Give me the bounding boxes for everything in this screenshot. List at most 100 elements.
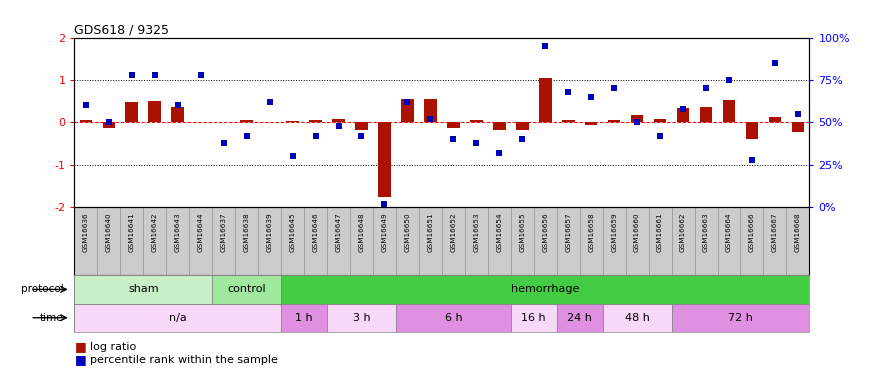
Text: 72 h: 72 h [728,313,752,323]
Bar [149,101,161,122]
Text: hemorrhage: hemorrhage [511,284,579,294]
Text: GSM16650: GSM16650 [404,213,410,252]
Bar [396,304,511,332]
Text: 48 h: 48 h [625,313,649,323]
Point [745,157,759,163]
Text: GSM16662: GSM16662 [680,213,686,252]
Text: GSM16652: GSM16652 [451,213,457,252]
Bar [424,99,437,122]
Text: GSM16646: GSM16646 [312,213,318,252]
Text: GSM16660: GSM16660 [634,213,640,252]
Text: ■: ■ [74,340,86,353]
Point [354,133,368,139]
Point [791,111,805,117]
Text: n/a: n/a [169,313,186,323]
Bar [172,107,184,122]
Text: GDS618 / 9325: GDS618 / 9325 [74,23,170,36]
Point [653,133,667,139]
Bar [608,120,620,122]
Point [148,72,162,78]
Point [676,106,690,112]
Bar [327,304,396,332]
Text: GSM16658: GSM16658 [588,213,594,252]
Text: ■: ■ [74,354,86,366]
Bar [378,122,391,197]
Bar [74,275,213,304]
Bar [746,122,759,140]
Point [401,99,415,105]
Text: GSM16648: GSM16648 [359,213,365,252]
Point [493,150,507,156]
Text: control: control [228,284,266,294]
Point [584,94,598,100]
Bar [74,304,281,332]
Text: GSM16642: GSM16642 [151,213,158,252]
Point [722,77,736,83]
Text: GSM16640: GSM16640 [106,213,112,252]
Text: GSM16645: GSM16645 [290,213,296,252]
Bar [654,119,667,122]
Text: GSM16641: GSM16641 [129,213,135,252]
Point [217,140,231,146]
Bar [241,120,253,122]
Text: GSM16663: GSM16663 [703,213,709,252]
Bar [539,78,551,122]
Point [332,123,346,129]
Point [469,140,483,146]
Text: GSM16655: GSM16655 [519,213,525,252]
Text: GSM16668: GSM16668 [794,213,801,252]
Text: GSM16644: GSM16644 [198,213,204,252]
Point [309,133,323,139]
Text: GSM16643: GSM16643 [175,213,181,252]
Bar [556,304,603,332]
Text: GSM16653: GSM16653 [473,213,480,252]
Point [240,133,254,139]
Point [768,60,782,66]
Bar [700,107,712,122]
Bar [281,275,809,304]
Text: GSM16636: GSM16636 [83,213,89,252]
Bar [672,304,809,332]
Point [285,153,299,159]
Text: GSM16661: GSM16661 [657,213,663,252]
Bar [470,120,483,122]
Text: GSM16651: GSM16651 [427,213,433,252]
Text: GSM16666: GSM16666 [749,213,755,252]
Text: GSM16667: GSM16667 [772,213,778,252]
Text: GSM16647: GSM16647 [335,213,341,252]
Bar [213,275,281,304]
Text: time: time [39,313,63,323]
Bar [80,120,92,122]
Text: 24 h: 24 h [567,313,592,323]
Text: GSM16654: GSM16654 [496,213,502,252]
Point [125,72,139,78]
Point [171,102,185,108]
Bar [768,117,781,122]
Text: GSM16657: GSM16657 [565,213,571,252]
Point [607,86,621,92]
Text: 3 h: 3 h [353,313,370,323]
Bar [286,121,299,122]
Bar [511,304,556,332]
Bar [676,108,690,122]
Text: log ratio: log ratio [90,342,136,352]
Text: percentile rank within the sample: percentile rank within the sample [90,355,278,365]
Bar [723,100,735,122]
Point [446,136,460,142]
Text: protocol: protocol [21,284,63,294]
Bar [102,122,116,128]
Bar [516,122,528,130]
Text: GSM16637: GSM16637 [220,213,227,252]
Point [262,99,276,105]
Point [515,136,529,142]
Text: GSM16656: GSM16656 [542,213,549,252]
Bar [309,120,322,122]
Text: 16 h: 16 h [522,313,546,323]
Bar [562,120,575,122]
Point [538,43,552,49]
Point [561,89,575,95]
Bar [281,304,327,332]
Text: GSM16638: GSM16638 [243,213,249,252]
Text: GSM16649: GSM16649 [382,213,388,252]
Text: sham: sham [128,284,158,294]
